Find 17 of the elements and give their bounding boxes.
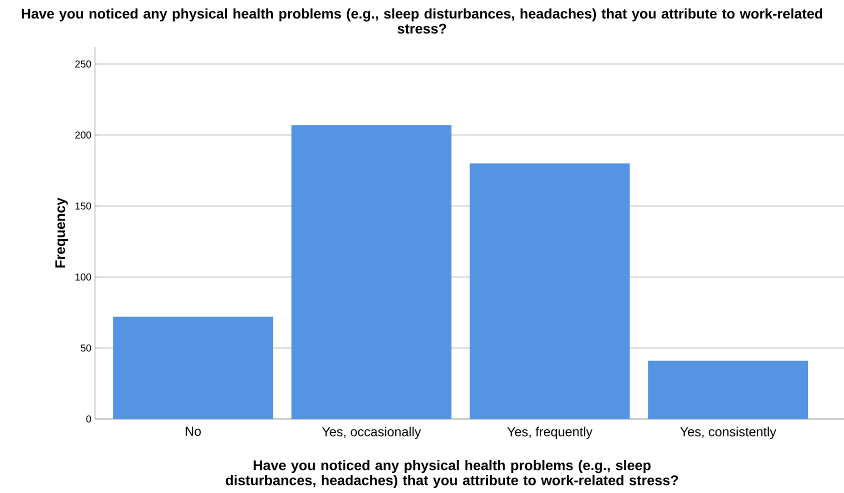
y-axis-title: Frequency <box>55 198 68 268</box>
x-axis-title: Have you noticed any physical health problems (e.g., sleep disturbances, headaches) that you attribute to work-related stress? <box>226 460 678 488</box>
bar <box>113 316 274 419</box>
x-tick-label: No <box>186 426 201 436</box>
bar <box>648 360 808 419</box>
y-tick-label: 0 <box>86 415 92 423</box>
bar <box>291 125 452 419</box>
y-tick-label: 150 <box>76 202 92 210</box>
chart-title: Have you noticed any physical health problems (e.g., sleep disturbances, headaches) that you attribute to work-related stress? <box>22 8 822 34</box>
y-tick-label: 50 <box>80 344 92 352</box>
x-tick-label: Yes, frequently <box>507 426 592 439</box>
bar <box>470 163 630 419</box>
y-tick-label: 100 <box>76 273 92 281</box>
y-tick-label: 250 <box>75 60 92 68</box>
y-tick-label: 200 <box>75 131 92 139</box>
x-tick-label: Yes, occasionally <box>322 426 421 439</box>
x-tick-label: Yes, consistently <box>680 426 776 439</box>
